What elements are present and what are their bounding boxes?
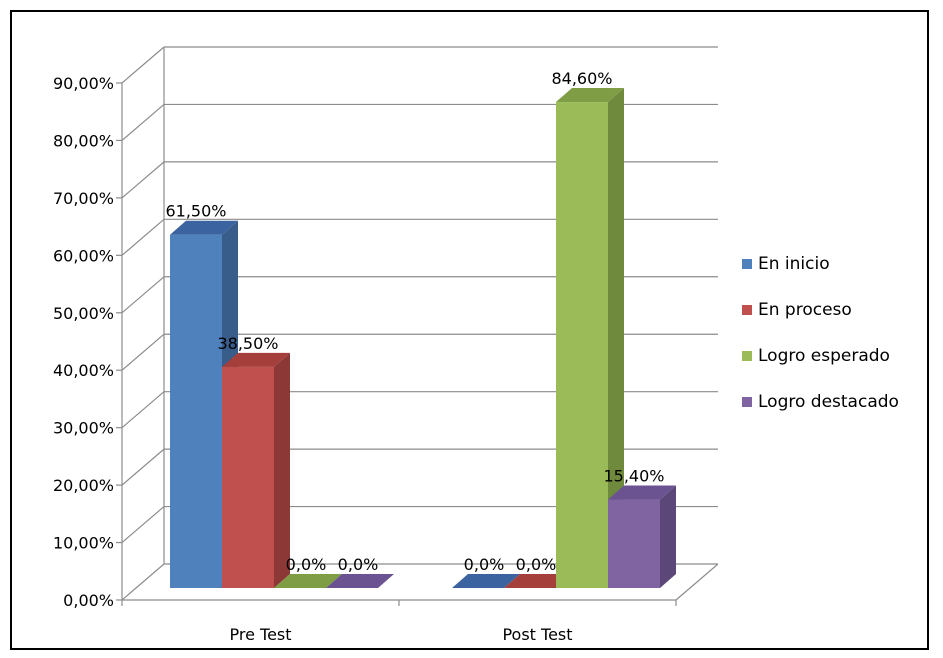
legend-item: En inicio [742,254,830,274]
y-tick-label: 50,00% [53,304,114,323]
data-label: 15,40% [603,467,664,486]
data-label: 38,50% [217,334,278,353]
bar-en-proceso [222,353,290,588]
y-tick-label: 10,00% [53,534,114,553]
y-tick-label: 40,00% [53,361,114,380]
bar-front [170,235,222,588]
data-label: 0,0% [338,555,379,574]
gridline-wall [122,507,164,543]
legend-label: Logro esperado [758,346,890,366]
x-category-label: Pre Test [229,625,291,644]
bar-front [222,367,274,588]
legend-item: Logro esperado [742,346,890,366]
legend-label: Logro destacado [758,392,899,412]
y-tick-label: 60,00% [53,246,114,265]
floor-edge [676,564,718,600]
gridline-wall [122,47,164,83]
legend-swatch [742,259,752,269]
bar-front [556,102,608,588]
legend-swatch [742,351,752,361]
gridline-wall [122,277,164,313]
legend-swatch [742,397,752,407]
legend-label: En inicio [758,254,830,274]
bar-front [608,500,660,588]
gridline-wall [122,104,164,140]
y-tick-label: 20,00% [53,476,114,495]
gridline-wall [122,219,164,255]
gridline-wall [122,334,164,370]
bar-side [660,486,676,588]
gridline-wall [122,564,164,600]
bar-logro-destacado [608,486,676,588]
y-axis-tick-labels: 0,00% 10,00% 20,00% 30,00% 40,00% 50,00% 60,00… [53,74,114,610]
data-label: 0,0% [286,555,327,574]
y-tick-label: 70,00% [53,189,114,208]
legend: En inicio En proceso Logro esperado Logro d… [742,254,899,412]
bar-side [274,353,290,588]
y-tick-label: 30,00% [53,419,114,438]
data-label: 84,60% [551,69,612,88]
gridline-wall [122,449,164,485]
gridline-wall [122,392,164,428]
data-label: 0,0% [464,555,505,574]
gridline-wall [122,162,164,198]
y-tick-label: 80,00% [53,131,114,150]
legend-item: En proceso [742,300,852,320]
y-tick-label: 90,00% [53,74,114,93]
data-label: 61,50% [165,202,226,221]
data-label: 0,0% [516,555,557,574]
legend-item: Logro destacado [742,392,899,412]
legend-swatch [742,305,752,315]
x-category-label: Post Test [502,625,572,644]
y-tick-label: 0,00% [63,591,114,610]
x-axis-category-labels: Pre Test Post Test [229,625,572,644]
legend-label: En proceso [758,300,852,320]
